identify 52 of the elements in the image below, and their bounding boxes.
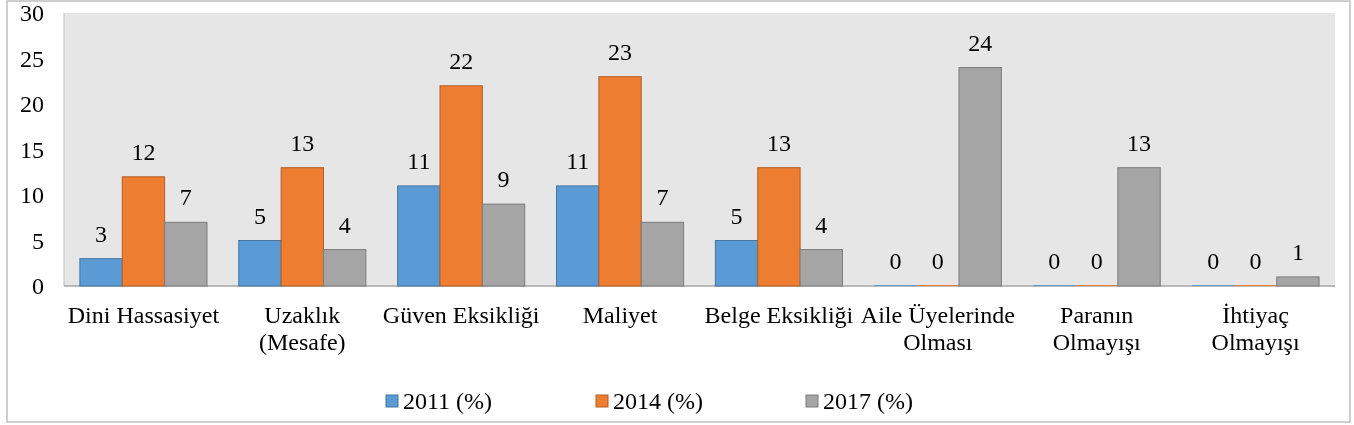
x-tick-label: Paranın Olmayışı xyxy=(1052,302,1142,355)
bar xyxy=(397,185,441,287)
bar xyxy=(757,167,801,287)
y-tick-label: 20 xyxy=(20,91,44,118)
data-label: 1 xyxy=(1291,238,1304,265)
data-label: 4 xyxy=(815,211,828,238)
y-tick-label: 30 xyxy=(20,0,44,27)
data-label: 7 xyxy=(179,184,192,211)
data-label: 5 xyxy=(253,202,266,229)
data-label: 0 xyxy=(889,248,902,274)
data-label: 0 xyxy=(1207,248,1220,274)
data-label: 22 xyxy=(449,47,474,74)
data-label: 13 xyxy=(1127,129,1152,156)
x-tick-label: Belge Eksikliği xyxy=(704,302,854,328)
legend-label: 2014 (%) xyxy=(613,388,703,415)
data-label: 12 xyxy=(131,138,156,165)
data-label: 7 xyxy=(656,184,669,211)
legend-label: 2017 (%) xyxy=(823,388,913,415)
data-label: 13 xyxy=(766,129,791,156)
bar xyxy=(439,85,483,287)
data-label: 3 xyxy=(95,220,108,247)
x-tick-label: Dini Hassasiyet xyxy=(67,302,220,328)
y-tick-label: 0 xyxy=(32,273,44,300)
bar xyxy=(280,167,324,287)
data-label: 13 xyxy=(290,129,315,156)
bar xyxy=(238,240,282,287)
legend-label: 2011 (%) xyxy=(403,388,493,415)
bar xyxy=(79,258,123,287)
data-label: 11 xyxy=(407,147,431,174)
data-label: 23 xyxy=(608,38,633,65)
x-tick-label: Maliyet xyxy=(582,302,658,328)
data-label: 0 xyxy=(1249,248,1262,274)
bar xyxy=(598,76,642,287)
data-label: 11 xyxy=(566,147,590,174)
data-label: 0 xyxy=(1090,248,1103,274)
y-tick-label: 25 xyxy=(20,45,44,72)
x-tick-label: Aile Üyelerinde Olması xyxy=(860,302,1015,355)
data-label: 0 xyxy=(931,248,944,274)
data-label: 24 xyxy=(968,29,993,56)
y-tick-label: 5 xyxy=(32,227,44,254)
data-label: 5 xyxy=(730,202,743,229)
data-label: 9 xyxy=(497,166,510,193)
y-tick-label: 15 xyxy=(20,136,44,163)
bar xyxy=(714,240,759,287)
x-tick-label: İhtiyaç Olmayışı xyxy=(1211,302,1300,355)
bar xyxy=(121,176,166,287)
y-tick-label: 10 xyxy=(20,182,44,209)
data-label: 4 xyxy=(338,211,351,238)
x-tick-label: Uzaklık (Mesafe) xyxy=(259,302,346,355)
bar xyxy=(556,185,600,287)
data-label: 0 xyxy=(1048,248,1061,274)
x-tick-label: Güven Eksikliği xyxy=(382,302,540,328)
